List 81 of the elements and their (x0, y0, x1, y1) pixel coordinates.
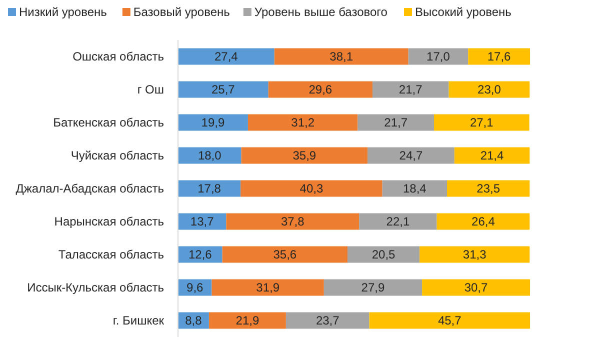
data-label: 27,1 (470, 116, 494, 130)
data-label: 38,1 (330, 50, 354, 64)
legend-label: Уровень выше базового (254, 5, 388, 19)
legend-label: Базовый уровень (133, 5, 230, 19)
data-label: 9,6 (186, 280, 204, 295)
data-label: 31,9 (256, 280, 280, 295)
data-label: 35,6 (273, 248, 297, 262)
bar (178, 114, 248, 131)
bar (359, 213, 437, 230)
data-label: 27,4 (214, 50, 238, 64)
data-label: 31,2 (291, 116, 315, 130)
bar (347, 246, 420, 263)
data-label: 35,9 (292, 148, 316, 163)
y-tick-label: Ошская область (72, 50, 164, 64)
bar (178, 180, 241, 197)
bar (358, 114, 434, 131)
data-label: 22,1 (386, 214, 410, 229)
bar (408, 48, 468, 65)
bar (448, 81, 530, 98)
data-label: 26,4 (472, 214, 496, 229)
y-tick-label: г Ош (137, 82, 164, 97)
bar (178, 147, 242, 164)
bar (222, 246, 348, 263)
y-tick-label: Иссык-Кульская область (27, 280, 164, 295)
data-label: 8,8 (185, 314, 202, 328)
bar (178, 48, 274, 65)
data-label: 21,7 (384, 116, 408, 130)
bar (382, 180, 448, 197)
bar (226, 213, 360, 230)
y-tick-label: Нарынская область (54, 214, 164, 229)
data-label: 19,9 (201, 116, 225, 130)
legend-label: Низкий уровень (19, 5, 107, 19)
data-label: 17,6 (487, 50, 512, 64)
data-label: 29,6 (308, 82, 332, 97)
data-label: 17,0 (426, 50, 450, 64)
data-label: 30,7 (464, 280, 488, 295)
bar (468, 48, 530, 65)
y-tick-label: Чуйская область (70, 148, 164, 163)
data-label: 23,5 (476, 182, 500, 196)
data-label: 37,8 (280, 214, 305, 229)
data-label: 24,7 (399, 148, 423, 163)
data-label: 27,9 (361, 280, 385, 295)
y-tick-label: г. Бишкек (112, 314, 165, 328)
data-label: 40,3 (300, 182, 324, 196)
data-label: 21,4 (480, 148, 504, 163)
bar (447, 180, 530, 197)
data-label: 12,6 (188, 248, 212, 262)
bar (369, 312, 530, 329)
bar (240, 180, 382, 197)
bar (434, 114, 530, 131)
bar (241, 147, 368, 164)
data-label: 18,4 (402, 182, 427, 196)
bar (436, 213, 530, 230)
data-label: 18,0 (198, 148, 222, 163)
bar (268, 81, 372, 98)
legend-label: Высокий уровень (415, 5, 512, 19)
bar (212, 279, 324, 296)
bar (372, 81, 449, 98)
data-label: 21,7 (398, 82, 423, 97)
bar (248, 114, 358, 131)
data-label: 23,0 (478, 82, 502, 97)
y-tick-label: Джалал-Абадская область (16, 182, 164, 196)
bar (274, 48, 408, 65)
data-label: 17,8 (198, 182, 222, 196)
bar (420, 246, 530, 263)
bar (178, 81, 268, 98)
bar (422, 279, 530, 296)
data-label: 25,7 (212, 82, 236, 97)
bar (454, 147, 530, 164)
data-label: 31,3 (462, 248, 487, 262)
y-tick-label: Таласская область (58, 248, 164, 262)
data-label: 13,7 (190, 214, 214, 229)
bar (324, 279, 422, 296)
data-label: 21,9 (236, 314, 260, 328)
data-label: 23,7 (316, 314, 340, 328)
data-label: 45,7 (438, 314, 462, 328)
bar (286, 312, 370, 329)
bar (368, 147, 454, 164)
data-label: 20,5 (372, 248, 396, 262)
y-tick-label: Баткенская область (53, 116, 164, 130)
bar (208, 312, 286, 329)
